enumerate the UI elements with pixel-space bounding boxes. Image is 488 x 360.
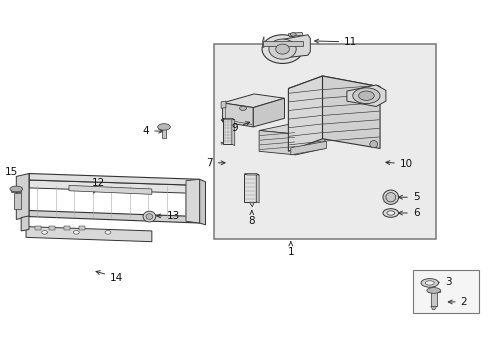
Polygon shape (29, 211, 199, 223)
Polygon shape (244, 174, 259, 175)
Text: 15: 15 (5, 167, 21, 182)
Polygon shape (64, 226, 70, 230)
Bar (161, 128, 166, 138)
Ellipse shape (290, 33, 296, 36)
Polygon shape (221, 118, 222, 121)
Ellipse shape (262, 35, 303, 63)
Text: 3: 3 (432, 277, 451, 287)
Ellipse shape (239, 106, 246, 111)
Ellipse shape (426, 288, 440, 293)
Polygon shape (322, 76, 379, 148)
Bar (262, 41, 302, 45)
Polygon shape (288, 32, 303, 37)
Polygon shape (21, 174, 29, 217)
Polygon shape (244, 174, 256, 202)
Polygon shape (79, 226, 84, 230)
Ellipse shape (385, 193, 395, 202)
Ellipse shape (358, 91, 373, 100)
Polygon shape (253, 98, 284, 127)
Ellipse shape (386, 211, 394, 215)
Polygon shape (29, 180, 203, 194)
Ellipse shape (146, 214, 153, 220)
Text: 5: 5 (398, 192, 419, 202)
Ellipse shape (73, 230, 79, 234)
Polygon shape (222, 118, 234, 120)
Text: 14: 14 (96, 271, 123, 283)
Polygon shape (288, 76, 379, 99)
Polygon shape (256, 174, 259, 203)
Text: 12: 12 (91, 178, 104, 193)
Ellipse shape (369, 140, 377, 148)
Polygon shape (69, 185, 152, 194)
Polygon shape (259, 125, 325, 134)
Ellipse shape (143, 211, 156, 222)
Polygon shape (35, 226, 41, 230)
Polygon shape (222, 103, 253, 127)
Ellipse shape (382, 209, 398, 217)
Bar (430, 291, 436, 306)
Text: 2: 2 (447, 297, 466, 307)
Ellipse shape (10, 186, 22, 192)
Polygon shape (26, 226, 152, 242)
Text: 8: 8 (248, 211, 255, 226)
Polygon shape (222, 118, 231, 144)
Ellipse shape (268, 39, 296, 59)
Polygon shape (262, 37, 264, 47)
Ellipse shape (420, 279, 438, 287)
Text: 4: 4 (142, 126, 163, 135)
Polygon shape (249, 202, 254, 207)
Polygon shape (282, 35, 310, 58)
Text: 13: 13 (156, 211, 180, 221)
Polygon shape (11, 189, 21, 192)
Polygon shape (21, 216, 29, 231)
Ellipse shape (41, 230, 47, 234)
Ellipse shape (275, 44, 289, 54)
Text: 7: 7 (205, 158, 224, 168)
Text: 1: 1 (287, 242, 294, 257)
Ellipse shape (382, 190, 398, 204)
Polygon shape (290, 141, 326, 155)
Polygon shape (231, 118, 234, 145)
Polygon shape (221, 101, 225, 108)
Ellipse shape (158, 124, 170, 130)
Ellipse shape (425, 281, 433, 285)
Text: 10: 10 (385, 159, 412, 169)
Polygon shape (29, 174, 199, 185)
Text: 11: 11 (314, 37, 357, 47)
Polygon shape (346, 85, 385, 107)
Text: 9: 9 (231, 122, 249, 133)
Polygon shape (222, 94, 284, 108)
Ellipse shape (105, 230, 111, 234)
Polygon shape (185, 179, 199, 223)
Polygon shape (16, 174, 29, 220)
Polygon shape (288, 76, 322, 151)
Polygon shape (259, 131, 295, 155)
Polygon shape (295, 128, 325, 155)
Polygon shape (427, 290, 439, 292)
Bar (412, 270, 478, 313)
Polygon shape (221, 142, 222, 144)
Polygon shape (199, 179, 205, 225)
Text: 6: 6 (398, 208, 419, 218)
Bar (14, 193, 21, 209)
Polygon shape (49, 226, 55, 230)
Bar (214, 44, 435, 239)
Ellipse shape (352, 88, 379, 104)
Polygon shape (430, 306, 436, 310)
